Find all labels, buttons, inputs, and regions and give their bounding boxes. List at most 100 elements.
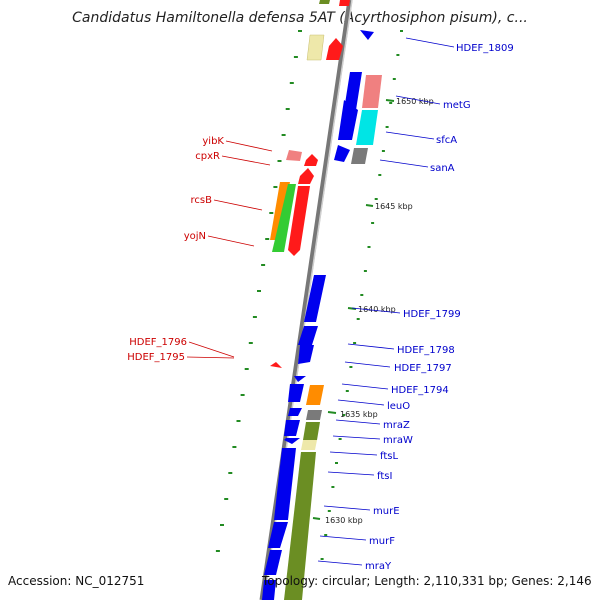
kbp-ticks: 1650 kbp 1645 kbp 1640 kbp 1635 kbp 1630… bbox=[312, 97, 434, 525]
track-dot bbox=[289, 82, 294, 84]
label-ftsL: ftsL bbox=[380, 451, 398, 462]
track-dot bbox=[215, 550, 220, 552]
gene-hdef1809-triangle bbox=[360, 30, 374, 40]
gene-leuO bbox=[306, 385, 324, 405]
gene-olive-long bbox=[284, 452, 316, 600]
track-dot bbox=[327, 510, 331, 512]
track-dot bbox=[273, 186, 278, 188]
label-yibK: yibK bbox=[202, 136, 224, 147]
kbp-1640: 1640 kbp bbox=[358, 305, 396, 314]
label-mraY: mraY bbox=[365, 561, 392, 572]
label-metG: metG bbox=[443, 100, 471, 111]
track-dot bbox=[248, 342, 253, 344]
track-dot bbox=[236, 420, 241, 422]
kbp-1645: 1645 kbp bbox=[375, 202, 413, 211]
gene-hdef1796 bbox=[270, 362, 282, 368]
track-dot bbox=[353, 342, 357, 344]
track-dot bbox=[324, 534, 328, 536]
track-dot bbox=[374, 198, 378, 200]
gene-blue-low-7 bbox=[268, 522, 288, 548]
track-dot bbox=[363, 270, 367, 272]
label-HDEF_1794: HDEF_1794 bbox=[391, 385, 449, 396]
gene-mraW bbox=[303, 422, 320, 440]
topology-summary: Topology: circular; Length: 2,110,331 bp… bbox=[262, 574, 592, 588]
label-sanA: sanA bbox=[430, 163, 455, 174]
track-dot bbox=[392, 78, 396, 80]
track-dot bbox=[224, 498, 229, 500]
gene-metG bbox=[362, 75, 382, 108]
label-HDEF_1799: HDEF_1799 bbox=[403, 309, 461, 320]
track-dot bbox=[257, 290, 261, 292]
gene-sfcA bbox=[356, 110, 378, 145]
track-dot bbox=[389, 102, 393, 104]
track-dot bbox=[381, 150, 385, 152]
label-sfcA: sfcA bbox=[436, 135, 457, 146]
track-dot bbox=[265, 238, 270, 240]
genes-inner[interactable] bbox=[262, 0, 382, 600]
label-murE: murE bbox=[373, 506, 400, 517]
left-labels: yibK cpxR rcsB yojN HDEF_1796 HDEF_1795 bbox=[127, 136, 273, 363]
track-dot bbox=[228, 472, 233, 474]
map-title: Candidatus Hamiltonella defensa 5AT (Acy… bbox=[72, 10, 528, 26]
gene-blue-upper bbox=[344, 72, 362, 110]
track-dot bbox=[335, 462, 338, 464]
gene-sanA bbox=[351, 148, 368, 164]
label-HDEF_1796: HDEF_1796 bbox=[129, 337, 187, 348]
label-yojN: yojN bbox=[184, 231, 206, 242]
gene-blue-low-5 bbox=[284, 438, 300, 444]
label-mraW: mraW bbox=[383, 435, 413, 446]
gene-mraZ bbox=[306, 410, 322, 420]
gene-red-small-1 bbox=[304, 154, 318, 166]
label-HDEF_1795: HDEF_1795 bbox=[127, 352, 185, 363]
track-dot bbox=[349, 366, 353, 368]
gene-khaki bbox=[306, 34, 325, 61]
track-dot bbox=[285, 108, 290, 110]
accession-text: Accession: NC_012751 bbox=[8, 574, 145, 588]
gene-ftsL bbox=[301, 440, 317, 450]
kbp-1630: 1630 kbp bbox=[325, 516, 363, 525]
track-dot bbox=[345, 390, 349, 392]
track-dot bbox=[252, 316, 257, 318]
label-cpxR: cpxR bbox=[195, 151, 220, 162]
gene-blue-low-8 bbox=[264, 550, 282, 575]
track-dot bbox=[371, 222, 375, 224]
genes-outer[interactable] bbox=[270, 150, 302, 368]
label-ftsI: ftsI bbox=[377, 471, 392, 482]
gene-blue-low-4 bbox=[284, 420, 300, 436]
gene-olive-top bbox=[319, 0, 330, 4]
label-HDEF_1797: HDEF_1797 bbox=[394, 363, 452, 374]
track-dot bbox=[400, 30, 403, 32]
gene-red-long bbox=[288, 186, 310, 250]
track-dot bbox=[385, 126, 389, 128]
gene-blue-bottom bbox=[262, 580, 276, 600]
gene-red-tip bbox=[288, 250, 300, 256]
gene-blue-upper-2 bbox=[338, 100, 358, 140]
track-dot bbox=[220, 524, 224, 526]
gene-blue-mid bbox=[304, 275, 326, 322]
track-dot bbox=[331, 486, 335, 488]
track-dot bbox=[342, 414, 346, 416]
track-dot bbox=[338, 438, 342, 440]
track-dot bbox=[269, 212, 274, 214]
gene-yibK bbox=[286, 150, 302, 161]
label-mraZ: mraZ bbox=[383, 420, 410, 431]
label-rcsB: rcsB bbox=[191, 195, 213, 206]
track-dot bbox=[367, 246, 371, 248]
right-labels: HDEF_1809 metG sfcA sanA HDEF_1799 HDEF_… bbox=[317, 37, 514, 572]
gene-blue-low-3 bbox=[288, 408, 302, 416]
kbp-1650: 1650 kbp bbox=[396, 97, 434, 106]
gene-blue-low-1 bbox=[294, 376, 306, 382]
track-dot bbox=[360, 294, 364, 296]
track-dot bbox=[298, 30, 302, 32]
gene-blue-small bbox=[334, 145, 350, 162]
track-dot bbox=[396, 54, 400, 56]
label-HDEF_1809: HDEF_1809 bbox=[456, 43, 514, 54]
track-dot bbox=[356, 318, 360, 320]
track-dot bbox=[293, 56, 298, 58]
gene-yojN bbox=[272, 184, 296, 252]
kbp-1635: 1635 kbp bbox=[340, 410, 378, 419]
dotted-tracks bbox=[215, 30, 403, 560]
track-dot bbox=[320, 558, 324, 560]
gene-blue-mid-3 bbox=[298, 345, 314, 364]
